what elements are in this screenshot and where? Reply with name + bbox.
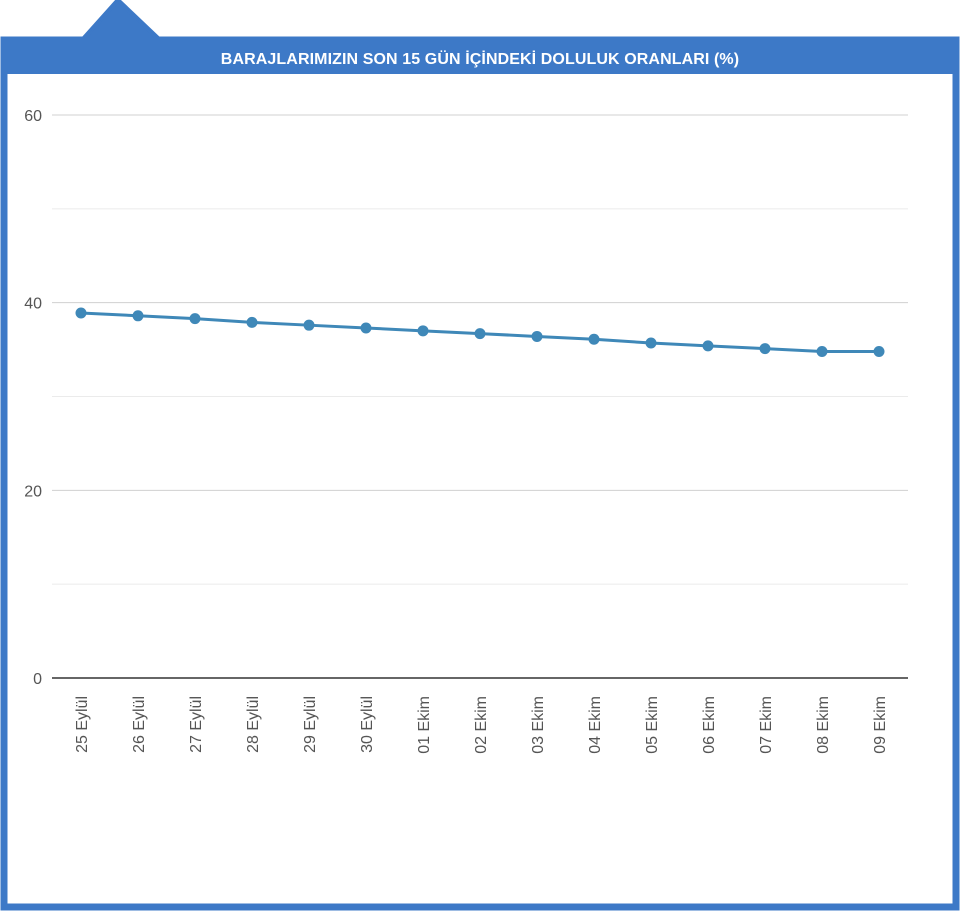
x-tick-label: 09 Ekim	[872, 696, 889, 754]
data-point	[702, 340, 714, 352]
chart-title: BARAJLARIMIZIN SON 15 GÜN İÇİNDEKİ DOLUL…	[220, 51, 740, 68]
x-tick-label: 27 Eylül	[188, 696, 205, 753]
frame-tab	[81, 0, 161, 41]
y-tick-label: 0	[33, 671, 42, 688]
data-point	[303, 319, 315, 331]
x-tick-label: 02 Ekim	[473, 696, 490, 754]
data-point	[474, 328, 486, 340]
data-point	[759, 343, 771, 355]
title-bar	[4, 38, 956, 74]
y-tick-label: 20	[24, 483, 42, 500]
data-point	[360, 322, 372, 334]
data-point	[132, 310, 144, 322]
data-point	[588, 333, 600, 345]
data-point	[873, 345, 885, 357]
x-tick-label: 29 Eylül	[302, 696, 319, 753]
x-tick-label: 06 Ekim	[701, 696, 718, 754]
x-tick-label: 28 Eylül	[245, 696, 262, 753]
data-point	[75, 307, 87, 319]
data-point	[531, 330, 543, 342]
y-tick-label: 60	[24, 108, 42, 125]
y-tick-label: 40	[24, 296, 42, 313]
data-point	[645, 337, 657, 349]
x-tick-label: 03 Ekim	[530, 696, 547, 754]
x-tick-label: 30 Eylül	[359, 696, 376, 753]
x-tick-label: 26 Eylül	[131, 696, 148, 753]
data-point	[417, 325, 429, 337]
data-point	[189, 313, 201, 325]
x-tick-label: 07 Ekim	[758, 696, 775, 754]
x-tick-label: 25 Eylül	[74, 696, 91, 753]
x-tick-label: 05 Ekim	[644, 696, 661, 754]
x-tick-label: 01 Ekim	[416, 696, 433, 754]
data-point	[816, 345, 828, 357]
data-point	[246, 316, 258, 328]
x-tick-label: 08 Ekim	[815, 696, 832, 754]
x-tick-label: 04 Ekim	[587, 696, 604, 754]
